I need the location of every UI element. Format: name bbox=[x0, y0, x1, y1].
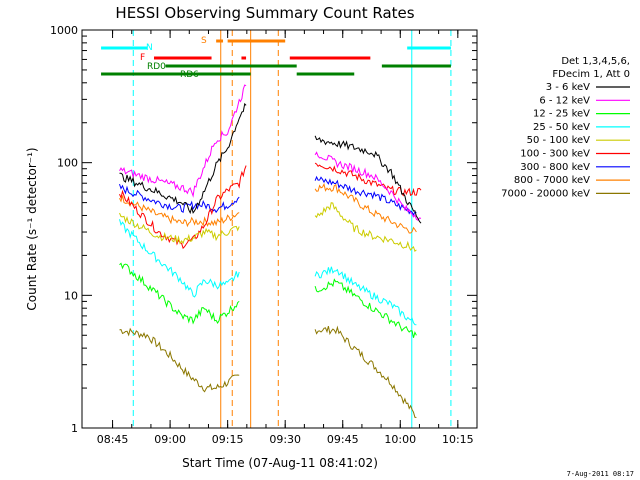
flag-label-F: F bbox=[140, 53, 145, 63]
series-line-7000-20000keV bbox=[314, 325, 417, 418]
legend-label: 50 - 100 keV bbox=[527, 135, 591, 146]
series-line-800-7000keV bbox=[314, 182, 417, 234]
series-line-50-100keV bbox=[314, 202, 417, 252]
x-tick-label: 09:15 bbox=[212, 433, 244, 446]
y-tick-label: 1 bbox=[71, 422, 78, 435]
series-line-12-25keV bbox=[119, 262, 240, 325]
series-line-800-7000keV bbox=[119, 195, 240, 228]
legend-label: 6 - 12 keV bbox=[539, 95, 590, 106]
legend-header: Det 1,3,4,5,6, bbox=[561, 56, 630, 67]
series-line-25-50keV bbox=[314, 266, 417, 326]
y-tick-label: 10 bbox=[64, 289, 78, 302]
series-line-100-300keV bbox=[119, 165, 247, 250]
y-tick-label: 1000 bbox=[50, 24, 78, 37]
series-line-3-6keV bbox=[314, 135, 422, 224]
series-line-12-25keV bbox=[314, 278, 417, 338]
plot-frame bbox=[81, 29, 478, 429]
x-tick-label: 09:30 bbox=[269, 433, 301, 446]
legend-label: 3 - 6 keV bbox=[546, 82, 590, 93]
y-axis-label: Count Rate (s⁻¹ detector⁻¹) bbox=[25, 147, 39, 310]
series-line-6-12keV bbox=[314, 151, 422, 221]
chart-title: HESSI Observing Summary Count Rates bbox=[115, 4, 414, 22]
x-axis-label: Start Time (07-Aug-11 08:41:02) bbox=[182, 456, 378, 470]
x-tick-label: 10:15 bbox=[442, 433, 474, 446]
series-line-3-6keV bbox=[119, 102, 247, 215]
series-line-7000-20000keV bbox=[119, 327, 240, 393]
series-line-300-800keV bbox=[314, 175, 417, 217]
series-line-300-800keV bbox=[119, 183, 240, 214]
flag-label-N: N bbox=[146, 43, 153, 53]
x-axis-ticks: 08:45 09:00 09:15 09:30 09:45 10:00 10:15 bbox=[97, 30, 478, 446]
legend-header: FDecim 1, Att 0 bbox=[552, 69, 630, 80]
legend-label: 12 - 25 keV bbox=[533, 109, 590, 120]
series-line-50-100keV bbox=[119, 212, 240, 245]
x-tick-label: 08:45 bbox=[97, 433, 129, 446]
series-line-25-50keV bbox=[119, 219, 240, 298]
legend-label: 300 - 800 keV bbox=[520, 162, 590, 173]
flag-label-S: S bbox=[201, 36, 207, 46]
series-line-6-12keV bbox=[119, 84, 247, 198]
print-date: 7-Aug-2011 08:17 bbox=[566, 470, 634, 478]
event-markers bbox=[132, 30, 452, 428]
x-tick-label: 09:45 bbox=[327, 433, 359, 446]
legend-label: 25 - 50 keV bbox=[533, 122, 590, 133]
legend: Det 1,3,4,5,6, FDecim 1, Att 0 3 - 6 keV 6 … bbox=[501, 56, 630, 199]
legend-label: 100 - 300 keV bbox=[520, 149, 590, 160]
flag-label-RD0: RD0 bbox=[147, 62, 166, 72]
legend-label: 7000 - 20000 keV bbox=[501, 188, 590, 199]
x-tick-label: 09:00 bbox=[154, 433, 186, 446]
legend-label: 800 - 7000 keV bbox=[514, 175, 590, 186]
series-group bbox=[119, 84, 422, 418]
y-tick-label: 100 bbox=[57, 157, 78, 170]
y-axis-ticks: 1 10 100 1000 bbox=[50, 24, 477, 435]
flag-label-RD6: RD6 bbox=[180, 70, 199, 80]
x-tick-label: 10:00 bbox=[384, 433, 416, 446]
